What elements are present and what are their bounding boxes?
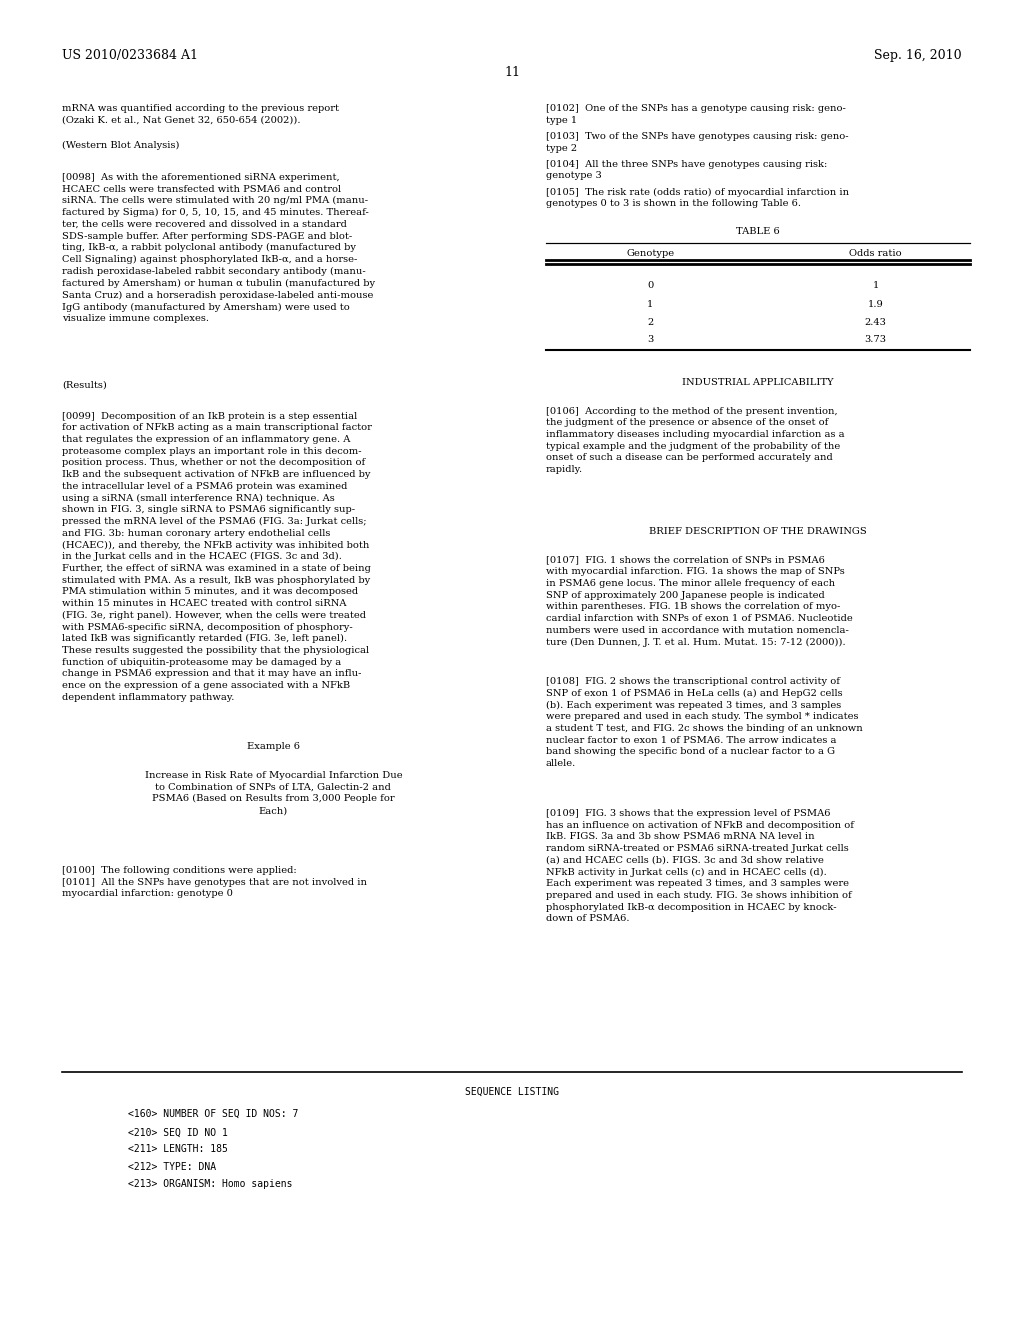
Text: 11: 11: [504, 66, 520, 79]
Text: 2: 2: [647, 318, 653, 327]
Text: [0104]  All the three SNPs have genotypes causing risk:
genotype 3: [0104] All the three SNPs have genotypes…: [546, 160, 827, 181]
Text: <213> ORGANISM: Homo sapiens: <213> ORGANISM: Homo sapiens: [128, 1179, 293, 1189]
Text: [0100]  The following conditions were applied:
[0101]  All the SNPs have genotyp: [0100] The following conditions were app…: [61, 866, 367, 898]
Text: Example 6: Example 6: [247, 742, 300, 751]
Text: 2.43: 2.43: [864, 318, 887, 327]
Text: 3: 3: [647, 335, 653, 345]
Text: 0: 0: [647, 281, 653, 290]
Text: (Results): (Results): [61, 380, 106, 389]
Text: TABLE 6: TABLE 6: [736, 227, 779, 236]
Text: (Western Blot Analysis): (Western Blot Analysis): [61, 141, 179, 150]
Text: [0109]  FIG. 3 shows that the expression level of PSMA6
has an influence on acti: [0109] FIG. 3 shows that the expression …: [546, 809, 854, 923]
Text: mRNA was quantified according to the previous report
(Ozaki K. et al., Nat Genet: mRNA was quantified according to the pre…: [61, 104, 339, 125]
Text: <210> SEQ ID NO 1: <210> SEQ ID NO 1: [128, 1127, 228, 1138]
Text: [0099]  Decomposition of an IkB protein is a step essential
for activation of NF: [0099] Decomposition of an IkB protein i…: [61, 412, 372, 702]
Text: [0098]  As with the aforementioned siRNA experiment,
HCAEC cells were transfecte: [0098] As with the aforementioned siRNA …: [61, 173, 375, 323]
Text: 3.73: 3.73: [864, 335, 887, 345]
Text: 1.9: 1.9: [867, 300, 884, 309]
Text: US 2010/0233684 A1: US 2010/0233684 A1: [61, 49, 198, 62]
Text: Sep. 16, 2010: Sep. 16, 2010: [874, 49, 963, 62]
Text: [0105]  The risk rate (odds ratio) of myocardial infarction in
genotypes 0 to 3 : [0105] The risk rate (odds ratio) of myo…: [546, 187, 849, 209]
Text: 1: 1: [647, 300, 653, 309]
Text: SEQUENCE LISTING: SEQUENCE LISTING: [465, 1086, 559, 1097]
Text: 1: 1: [872, 281, 879, 290]
Text: <160> NUMBER OF SEQ ID NOS: 7: <160> NUMBER OF SEQ ID NOS: 7: [128, 1109, 298, 1119]
Text: Genotype: Genotype: [627, 249, 674, 259]
Text: <212> TYPE: DNA: <212> TYPE: DNA: [128, 1162, 216, 1172]
Text: <211> LENGTH: 185: <211> LENGTH: 185: [128, 1144, 228, 1155]
Text: [0107]  FIG. 1 shows the correlation of SNPs in PSMA6
with myocardial infarction: [0107] FIG. 1 shows the correlation of S…: [546, 556, 853, 647]
Text: Odds ratio: Odds ratio: [849, 249, 902, 259]
Text: [0106]  According to the method of the present invention,
the judgment of the pr: [0106] According to the method of the pr…: [546, 407, 845, 474]
Text: Increase in Risk Rate of Myocardial Infarction Due
to Combination of SNPs of LTA: Increase in Risk Rate of Myocardial Infa…: [144, 771, 402, 814]
Text: [0108]  FIG. 2 shows the transcriptional control activity of
SNP of exon 1 of PS: [0108] FIG. 2 shows the transcriptional …: [546, 677, 862, 768]
Text: BRIEF DESCRIPTION OF THE DRAWINGS: BRIEF DESCRIPTION OF THE DRAWINGS: [649, 527, 866, 536]
Text: [0102]  One of the SNPs has a genotype causing risk: geno-
type 1: [0102] One of the SNPs has a genotype ca…: [546, 104, 846, 125]
Text: INDUSTRIAL APPLICABILITY: INDUSTRIAL APPLICABILITY: [682, 378, 834, 387]
Text: [0103]  Two of the SNPs have genotypes causing risk: geno-
type 2: [0103] Two of the SNPs have genotypes ca…: [546, 132, 849, 153]
